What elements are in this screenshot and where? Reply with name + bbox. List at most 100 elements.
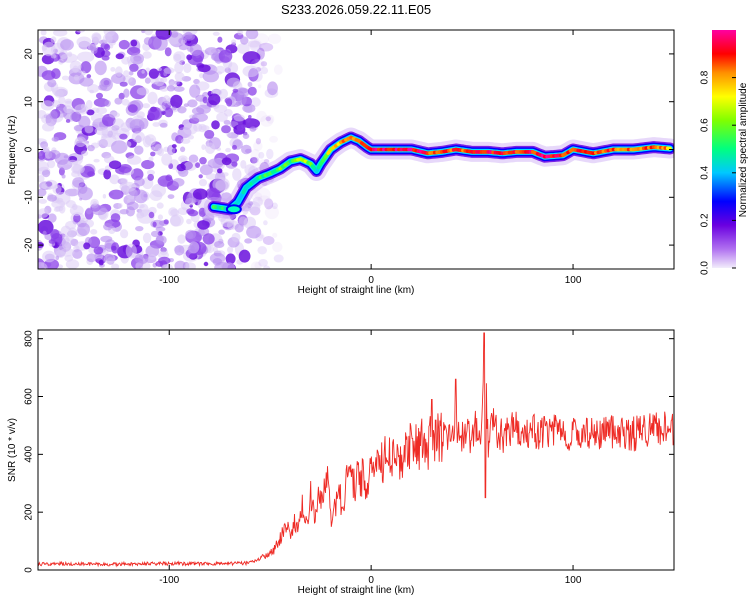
noise-blob [173, 86, 185, 92]
noise-blob [100, 77, 112, 88]
noise-blob [90, 229, 98, 235]
noise-blob [150, 146, 156, 151]
noise-blob [47, 194, 57, 202]
noise-blob [49, 110, 58, 120]
noise-blob [200, 125, 210, 131]
colorbar-tick-label: 0.0 [700, 261, 711, 275]
noise-blob [246, 225, 262, 239]
noise-blob [111, 263, 120, 269]
noise-blob [151, 183, 167, 198]
noise-blob [268, 33, 282, 44]
noise-blob [251, 156, 260, 164]
noise-blob [142, 232, 152, 244]
noise-blob [187, 245, 195, 254]
noise-blob [184, 262, 196, 269]
noise-blob [119, 81, 128, 87]
noise-blob [224, 67, 231, 74]
noise-blob [42, 122, 55, 132]
noise-blob [166, 85, 175, 92]
noise-blob [150, 151, 156, 157]
noise-blob [50, 229, 60, 240]
noise-blob [199, 73, 204, 79]
noise-blob [170, 31, 179, 38]
noise-blob [202, 233, 215, 245]
noise-blob [247, 81, 253, 88]
noise-blob [250, 261, 262, 269]
noise-blob [146, 169, 155, 176]
noise-blob [214, 262, 231, 269]
noise-blob [171, 144, 177, 149]
noise-blob [128, 70, 134, 76]
noise-blob [176, 163, 186, 172]
colorbar-gradient [712, 30, 736, 268]
noise-blob [98, 259, 104, 266]
noise-blob [129, 118, 145, 132]
noise-blob [40, 100, 55, 111]
noise-blob [118, 39, 130, 50]
noise-blob [129, 63, 139, 72]
noise-blob [47, 213, 57, 223]
noise-blob [103, 30, 116, 37]
noise-blob [221, 157, 232, 166]
noise-blob [152, 221, 157, 228]
y-tick-label: 10 [24, 96, 35, 108]
noise-blob [249, 126, 257, 132]
noise-blob [248, 115, 252, 119]
noise-blob [80, 217, 89, 224]
noise-blob [136, 111, 145, 119]
noise-blob [41, 44, 48, 51]
x-tick-label: 100 [565, 275, 582, 286]
noise-blob [218, 49, 233, 63]
noise-blob [165, 174, 173, 182]
noise-blob [248, 201, 254, 206]
noise-blob [272, 241, 283, 253]
noise-blob [48, 239, 56, 244]
y-tick-label: 20 [24, 48, 35, 60]
noise-blob [192, 112, 208, 122]
noise-blob [142, 51, 152, 59]
noise-blob [138, 254, 149, 264]
noise-blob [269, 135, 278, 143]
noise-blob [273, 254, 284, 263]
heatmap-noise-layer [38, 30, 284, 269]
noise-blob [187, 134, 194, 140]
noise-blob [77, 51, 95, 63]
noise-blob [48, 149, 61, 160]
noise-blob [163, 219, 169, 225]
noise-blob [90, 113, 106, 123]
noise-blob [157, 214, 163, 220]
y-tick-label: 400 [24, 446, 35, 463]
noise-blob [217, 36, 223, 43]
noise-blob [180, 39, 186, 45]
y-tick-label: 600 [24, 388, 35, 405]
noise-blob [38, 198, 47, 204]
noise-blob [50, 36, 57, 43]
noise-blob [164, 107, 174, 118]
noise-blob [250, 157, 258, 164]
noise-blob [147, 107, 163, 121]
noise-blob [214, 65, 226, 74]
y-tick-label: -10 [24, 190, 35, 205]
noise-blob [218, 229, 225, 235]
noise-blob [38, 219, 54, 235]
noise-blob [150, 230, 160, 238]
noise-blob [75, 30, 86, 33]
noise-blob [60, 248, 75, 257]
noise-blob [207, 158, 224, 169]
noise-blob [147, 91, 158, 105]
noise-blob [155, 30, 172, 40]
noise-blob [100, 235, 113, 243]
noise-blob [87, 144, 95, 152]
noise-blob [96, 92, 103, 99]
noise-blob [145, 245, 160, 258]
noise-blob [241, 124, 247, 129]
noise-blob [43, 146, 50, 151]
noise-blob [262, 265, 271, 269]
noise-blob [108, 189, 124, 200]
noise-blob [172, 178, 185, 187]
x-tick-label: 0 [368, 275, 374, 286]
noise-blob [226, 132, 232, 138]
noise-blob [266, 114, 275, 124]
noise-blob [170, 214, 184, 227]
